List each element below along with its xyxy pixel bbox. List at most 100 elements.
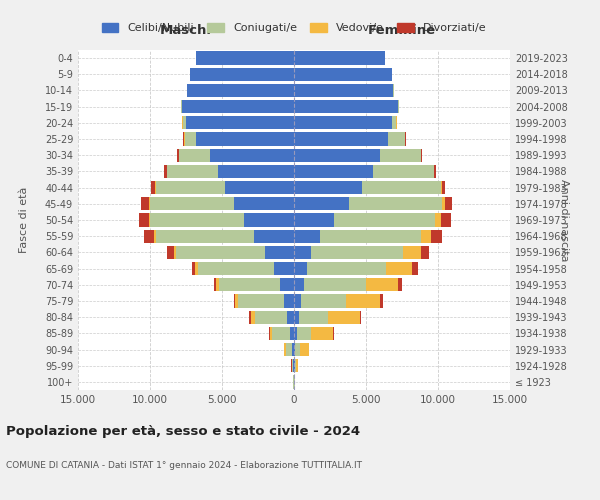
Bar (225, 181, 294, 194)
Bar (156, 230, 254, 243)
Bar (250, 310, 251, 324)
Bar (294, 326, 297, 340)
Legend: Celibi/Nubili, Coniugati/e, Vedovi/e, Divorziati/e: Celibi/Nubili, Coniugati/e, Vedovi/e, Di… (97, 18, 491, 38)
Bar (150, 197, 233, 210)
Bar (255, 310, 287, 324)
Bar (299, 310, 328, 324)
Bar (238, 294, 284, 308)
Bar (311, 326, 333, 340)
Bar (294, 84, 394, 97)
Bar (183, 132, 184, 145)
Bar (244, 214, 294, 226)
Bar (359, 310, 361, 324)
Bar (269, 326, 272, 340)
Bar (434, 165, 436, 178)
Bar (154, 230, 156, 243)
Bar (386, 262, 412, 275)
Bar (149, 197, 150, 210)
Bar (274, 262, 294, 275)
Bar (196, 132, 294, 145)
Bar (346, 294, 380, 308)
Bar (294, 148, 380, 162)
Bar (380, 148, 421, 162)
Bar (149, 214, 150, 226)
Bar (286, 343, 292, 356)
Bar (167, 165, 218, 178)
Bar (280, 278, 294, 291)
Bar (307, 262, 386, 275)
Bar (294, 262, 307, 275)
Bar (181, 100, 182, 114)
Bar (421, 246, 430, 259)
Text: Fasce di età: Fasce di età (19, 187, 29, 253)
Bar (445, 197, 452, 210)
Bar (388, 132, 405, 145)
Bar (211, 148, 294, 162)
Text: Femmine: Femmine (368, 24, 436, 38)
Bar (442, 197, 445, 210)
Bar (140, 197, 149, 210)
Bar (431, 230, 442, 243)
Bar (403, 246, 421, 259)
Bar (272, 326, 290, 340)
Bar (151, 181, 155, 194)
Bar (380, 294, 383, 308)
Bar (296, 359, 298, 372)
Bar (182, 100, 294, 114)
Bar (215, 278, 219, 291)
Bar (398, 100, 399, 114)
Bar (294, 278, 304, 291)
Bar (194, 262, 197, 275)
Bar (294, 197, 349, 210)
Bar (294, 165, 373, 178)
Bar (294, 343, 295, 356)
Text: Maschi: Maschi (160, 24, 212, 38)
Bar (144, 230, 154, 243)
Bar (297, 326, 311, 340)
Bar (187, 84, 294, 97)
Bar (441, 181, 442, 194)
Bar (196, 52, 294, 64)
Bar (441, 214, 451, 226)
Bar (320, 230, 421, 243)
Bar (362, 181, 441, 194)
Bar (287, 310, 294, 324)
Text: Anni di nascita: Anni di nascita (559, 179, 569, 261)
Bar (435, 214, 441, 226)
Bar (179, 148, 211, 162)
Bar (421, 230, 431, 243)
Bar (197, 262, 274, 275)
Bar (184, 132, 185, 145)
Bar (294, 68, 392, 81)
Bar (251, 310, 255, 324)
Bar (139, 214, 149, 226)
Bar (328, 310, 359, 324)
Bar (412, 262, 418, 275)
Bar (177, 148, 179, 162)
Bar (284, 343, 286, 356)
Bar (254, 230, 294, 243)
Bar (295, 359, 296, 372)
Bar (442, 181, 445, 194)
Bar (294, 246, 311, 259)
Bar (294, 116, 392, 130)
Bar (183, 116, 186, 130)
Bar (219, 278, 280, 291)
Bar (182, 116, 183, 130)
Bar (349, 197, 442, 210)
Bar (284, 294, 294, 308)
Bar (235, 294, 238, 308)
Bar (295, 343, 301, 356)
Bar (294, 214, 334, 226)
Bar (292, 359, 293, 372)
Bar (185, 132, 196, 145)
Bar (294, 310, 299, 324)
Bar (311, 246, 403, 259)
Bar (290, 326, 294, 340)
Bar (218, 165, 294, 178)
Bar (398, 278, 402, 291)
Text: Popolazione per età, sesso e stato civile - 2024: Popolazione per età, sesso e stato civil… (6, 425, 360, 438)
Bar (233, 197, 294, 210)
Bar (333, 326, 334, 340)
Bar (292, 343, 294, 356)
